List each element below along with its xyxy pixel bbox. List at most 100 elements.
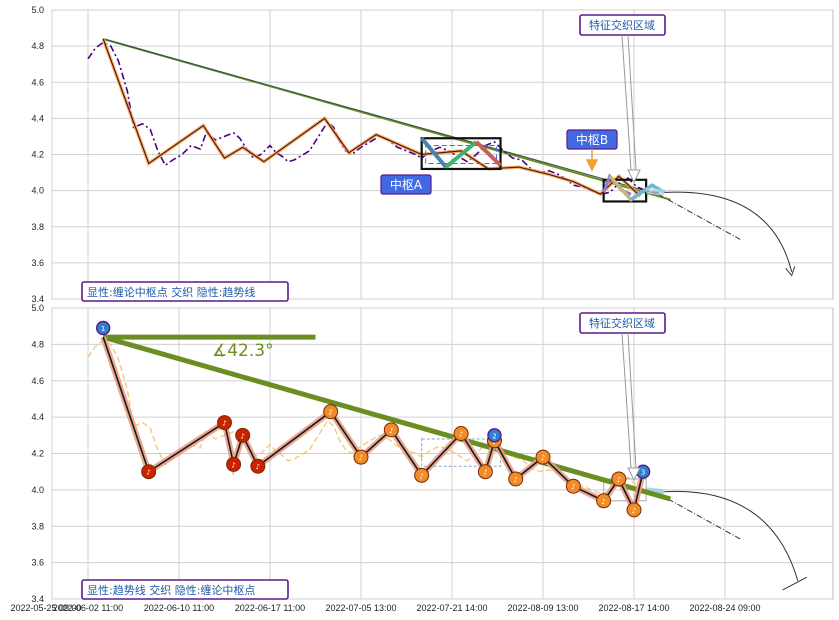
- x-tick-label: 2022-07-21 14:00: [416, 603, 487, 613]
- x-tick-label: 2022-06-17 11:00: [235, 603, 305, 613]
- pivot-a-label: 中枢A: [390, 177, 423, 192]
- zigzag-marker-glyph: ♪: [632, 507, 636, 515]
- top-ytick-label: 4.8: [31, 41, 44, 51]
- top-ytick-label: 3.6: [31, 258, 44, 268]
- zigzag-marker: [508, 471, 524, 487]
- zigzag-marker: [414, 467, 430, 483]
- pivot-a-seg-3: [474, 140, 502, 167]
- bottom-trend-extension: [658, 493, 741, 540]
- zigzag-marker-glyph: ♪: [222, 420, 226, 428]
- price-line: [87, 41, 663, 196]
- top-ytick-label: 3.4: [31, 294, 44, 304]
- bottom-ytick-label: 4.8: [31, 339, 44, 349]
- pivot-a-seg-2: [444, 140, 478, 169]
- numbered-marker: [487, 428, 502, 443]
- zigzag-marker-glyph: ♪: [231, 461, 235, 469]
- pivot-a-inner: [425, 144, 498, 165]
- stroke-line: [102, 38, 641, 197]
- zigzag-marker-glyph: ♪: [328, 409, 332, 417]
- zigzag-marker: [611, 471, 627, 487]
- top-ytick-label: 5.0: [31, 5, 44, 15]
- zigzag-marker-glyph: ♪: [256, 463, 260, 471]
- zigzag-marker: [141, 464, 157, 480]
- zigzag-marker: [626, 502, 642, 518]
- pivot-a-label-box: [380, 174, 432, 195]
- top-ytick-label: 4.6: [31, 77, 44, 87]
- bottom-grid: 5.0 4.8 4.6 4.4 4.2 4.0 3.8 3.6 3.4: [31, 303, 834, 604]
- zigzag-marker-glyph: ♪: [571, 483, 575, 491]
- bottom-projection-cap: [782, 576, 808, 591]
- top-ytick-label: 4.2: [31, 150, 44, 160]
- numbered-marker-label: 1: [101, 325, 105, 333]
- top-legend-box: [81, 281, 289, 302]
- numbered-marker-label: 2: [492, 432, 496, 440]
- projection-arrowhead: [785, 266, 796, 277]
- top-ytick-label: 3.8: [31, 222, 44, 232]
- bottom-ytick-label: 4.4: [31, 412, 44, 422]
- pivot-b-label: 中枢B: [576, 132, 608, 147]
- bottom-ytick-label: 3.6: [31, 558, 44, 568]
- pivot-a-seg-1: [420, 136, 448, 169]
- feature-zone-blur: [645, 187, 665, 196]
- zigzag-marker: [535, 449, 551, 465]
- pivot-a-box: [420, 137, 502, 171]
- zigzag-marker-glyph: ♪: [359, 454, 363, 462]
- x-tick-label: 2022-08-09 13:00: [507, 603, 578, 613]
- bottom-panel: ∡42.3°♪♪♪♪♪♪♪♪♪♪♪♪♪♪♪♪♪♪123特征交织区域显性:趋势线 …: [81, 312, 808, 600]
- zigzag-marker-glyph: ♪: [146, 469, 150, 477]
- zigzag-marker-glyph: ♪: [240, 432, 244, 440]
- bottom-legend-text: 显性:趋势线 交织 隐性:缠论中枢点: [87, 583, 255, 597]
- zigzag-marker: [250, 458, 266, 474]
- angle-label: ∡42.3°: [212, 341, 274, 361]
- bottom-projection-arc: [664, 490, 799, 581]
- zigzag-marker: [565, 478, 581, 494]
- zigzag-marker: [596, 493, 612, 509]
- zigzag-marker-glyph: ♪: [483, 469, 487, 477]
- zigzag-marker: [383, 422, 399, 438]
- feature-callout-arrow: [627, 169, 641, 184]
- feature-callout-pointer: [621, 34, 637, 171]
- pivot-b-arrow: [585, 149, 599, 172]
- zigzag-marker-glyph: ♪: [513, 476, 517, 484]
- top-grid: 5.0 4.8 4.6 4.4 4.2 4.0 3.8 3.6 3.4: [31, 5, 834, 304]
- zigzag-marker-glyph: ♪: [389, 427, 393, 435]
- x-tick-label: 2022-08-17 14:00: [598, 603, 669, 613]
- zigzag-marker-glyph: ♪: [541, 454, 545, 462]
- bottom-ytick-label: 3.8: [31, 521, 44, 531]
- zigzag-marker-glyph: ♪: [419, 472, 423, 480]
- zigzag-marker-glyph: ♪: [601, 498, 605, 506]
- numbered-marker: [95, 320, 111, 336]
- bottom-green-trend: [102, 334, 672, 502]
- top-ytick-label: 4.0: [31, 186, 44, 196]
- bottom-ytick-label: 3.4: [31, 594, 44, 604]
- top-ytick-label: 4.4: [31, 113, 44, 123]
- zigzag-marker: [453, 425, 469, 441]
- feature-callout-text: 特征交织区域: [589, 18, 655, 32]
- bottom-ytick-label: 4.6: [31, 376, 44, 386]
- zigzag-marker-glyph: ♪: [617, 476, 621, 484]
- zigzag-marker: [477, 464, 493, 480]
- zigzag-marker: [323, 404, 339, 420]
- bottom-ytick-label: 4.2: [31, 449, 44, 459]
- projection-arc: [664, 191, 793, 273]
- x-tick-label: 2022-06-02 11:00: [53, 603, 123, 613]
- bottom-legend-box: [81, 579, 289, 600]
- bottom-feature-callout-text: 特征交织区域: [589, 316, 655, 330]
- x-tick-label: 2022-07-05 13:00: [325, 603, 396, 613]
- top-legend-text: 显性:缠论中枢点 交织 隐性:趋势线: [87, 285, 255, 299]
- trend-extension: [658, 193, 741, 240]
- x-tick-label: 2022-05-25 09:00: [10, 603, 81, 613]
- zigzag-marker-glyph: ♪: [459, 430, 463, 438]
- zigzag-marker: [353, 449, 369, 465]
- bottom-feature-arrow: [627, 467, 641, 482]
- numbered-marker-label: 3: [641, 469, 645, 477]
- x-tick-label: 2022-08-24 09:00: [689, 603, 760, 613]
- bottom-ytick-label: 4.0: [31, 485, 44, 495]
- zigzag-marker: [226, 456, 242, 472]
- zigzag-marker: [235, 427, 251, 443]
- x-tick-label: 2022-06-10 11:00: [144, 603, 214, 613]
- bottom-feature-pointer: [621, 332, 637, 469]
- bottom-ytick-label: 5.0: [31, 303, 44, 313]
